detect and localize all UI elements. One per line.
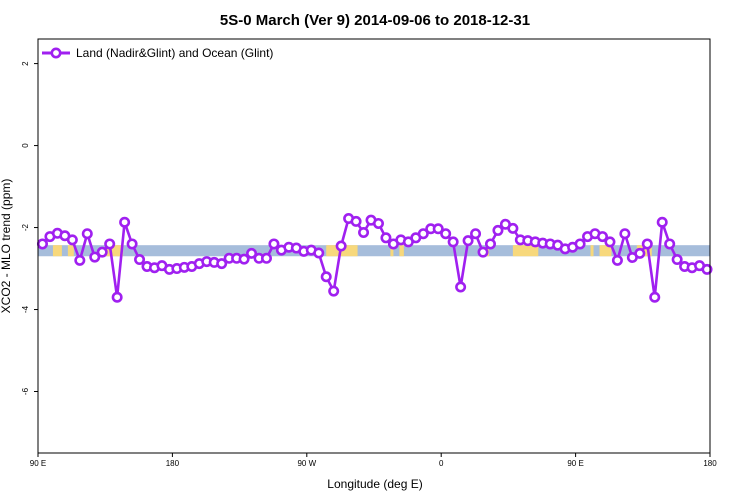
data-point	[641, 238, 653, 250]
x-axis: 90 E 180 90 W 0 90 E 180	[30, 453, 717, 468]
data-point	[417, 228, 429, 240]
data-point	[66, 234, 78, 246]
data-point	[358, 226, 370, 238]
data-point	[447, 236, 459, 248]
y-axis: 2 0 -2 -4 -6	[21, 61, 38, 395]
data-point	[328, 285, 340, 297]
data-point	[484, 238, 496, 250]
data-point	[380, 232, 392, 244]
data-point	[134, 254, 146, 266]
y-tick-label: 2	[21, 61, 30, 66]
data-point	[320, 271, 332, 283]
land-band-segment	[117, 245, 124, 257]
data-point	[656, 216, 668, 228]
x-tick-label: 180	[703, 459, 717, 468]
y-axis-label: XCO2 - MLO trend (ppm)	[0, 179, 13, 314]
land-band-segment	[399, 245, 404, 257]
data-point	[313, 247, 325, 259]
data-point	[335, 240, 347, 252]
plot-frame	[37, 38, 711, 454]
data-point	[455, 281, 467, 293]
data-point	[81, 228, 93, 240]
y-tick-label: -2	[21, 223, 30, 231]
legend-swatch-marker	[50, 47, 62, 59]
land-band-segment	[599, 245, 612, 257]
data-point	[619, 228, 631, 240]
data-point	[246, 247, 258, 259]
legend-label: Land (Nadir&Glint) and Ocean (Glint)	[76, 46, 273, 60]
data-point	[440, 228, 452, 240]
data-point	[470, 228, 482, 240]
x-axis-label: Longitude (deg E)	[327, 477, 422, 491]
land-band-segment	[67, 245, 74, 257]
data-point	[238, 253, 250, 265]
data-point	[104, 238, 116, 250]
chart-title: 5S-0 March (Ver 9) 2014-09-06 to 2018-12…	[220, 12, 530, 29]
data-point	[119, 216, 131, 228]
data-point	[74, 254, 86, 266]
data-point	[216, 258, 228, 270]
data-point	[462, 235, 474, 247]
data-point	[649, 291, 661, 303]
data-point	[634, 247, 646, 259]
land-band-segment	[512, 245, 539, 257]
data-point	[126, 238, 138, 250]
y-tick-label: -4	[21, 305, 30, 313]
data-point	[89, 251, 101, 263]
data-point	[507, 222, 519, 234]
land-band-segment	[52, 245, 62, 257]
data-point	[492, 224, 504, 236]
legend: Land (Nadir&Glint) and Ocean (Glint)	[42, 46, 273, 60]
data-point	[701, 263, 713, 275]
data-point	[111, 291, 123, 303]
data-point	[36, 238, 48, 250]
data-series	[36, 213, 713, 303]
data-point	[268, 238, 280, 250]
data-point	[604, 236, 616, 248]
x-tick-label: 180	[166, 459, 180, 468]
x-tick-label: 90 E	[30, 459, 46, 468]
x-tick-label: 0	[439, 459, 444, 468]
data-point	[260, 252, 272, 264]
data-point	[664, 238, 676, 250]
x-tick-label: 90 W	[297, 459, 316, 468]
land-band-segment	[590, 245, 594, 257]
y-tick-label: -6	[21, 387, 30, 395]
ocean-band	[38, 245, 710, 257]
data-point	[350, 215, 362, 227]
data-point	[574, 238, 586, 250]
data-point	[477, 246, 489, 258]
data-point	[372, 217, 384, 229]
x-tick-label: 90 E	[567, 459, 583, 468]
data-point	[96, 246, 108, 258]
land-band-segment	[390, 245, 394, 257]
data-point	[596, 231, 608, 243]
data-point	[432, 223, 444, 235]
y-tick-label: 0	[21, 143, 30, 148]
data-point	[671, 254, 683, 266]
data-point	[611, 254, 623, 266]
